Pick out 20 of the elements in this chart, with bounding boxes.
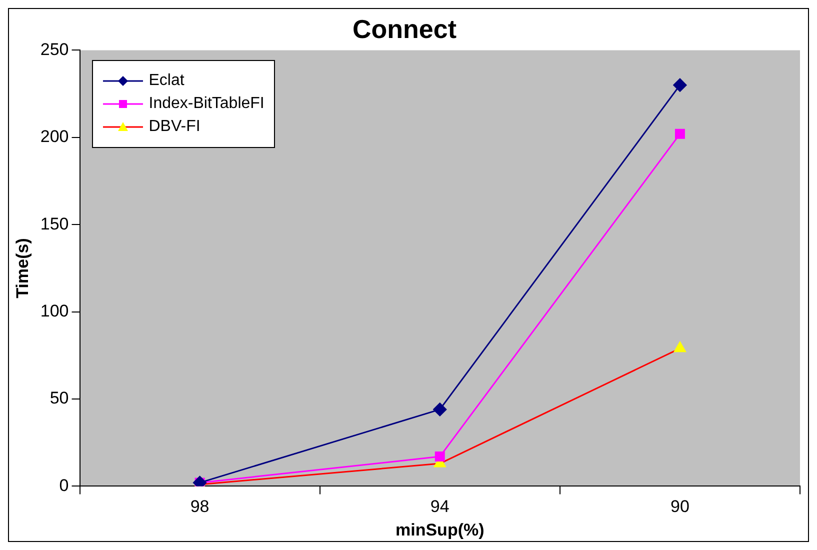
x-tick-label: 98 (190, 497, 210, 516)
x-tick-label: 94 (430, 497, 450, 516)
chart-title: Connect (352, 14, 457, 44)
x-axis-title: minSup(%) (395, 520, 484, 540)
point (674, 342, 686, 352)
y-tick-label: 250 (40, 40, 69, 59)
y-tick-label: 50 (50, 388, 69, 408)
y-tick-label: 200 (40, 127, 69, 146)
y-axis-title: Time(s) (12, 238, 32, 298)
point (674, 128, 685, 139)
legend-label: DBV-FI (148, 118, 200, 136)
y-tick-label: 0 (59, 476, 69, 495)
point (434, 452, 445, 462)
x-tick-label: 90 (670, 497, 690, 516)
legend-label: Eclat (148, 72, 184, 90)
legend-label: Index-BitTableFI (148, 95, 264, 114)
point (433, 402, 447, 416)
point (673, 78, 687, 92)
y-tick-label: 100 (40, 301, 69, 320)
y-tick-label: 150 (40, 214, 69, 234)
